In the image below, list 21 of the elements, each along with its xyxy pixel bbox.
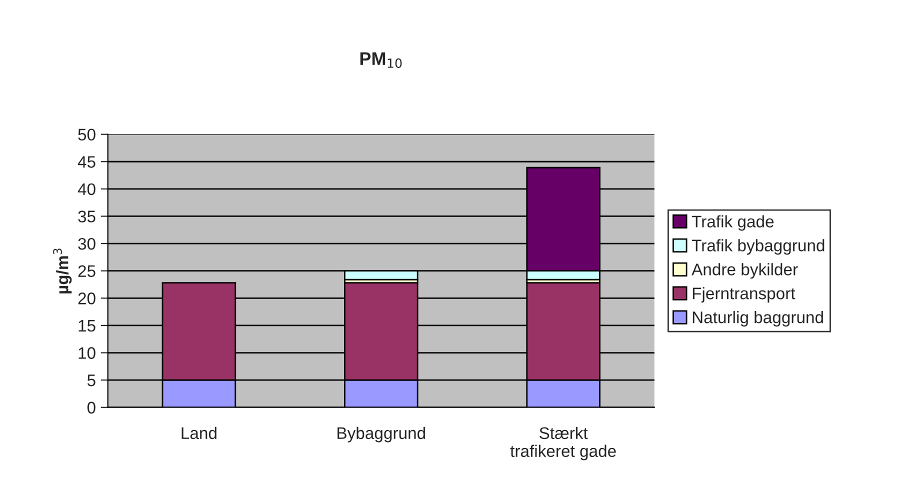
y-tick-label: 15 [78, 320, 96, 332]
chart-title: PM$_{10}$ [360, 52, 402, 68]
y-tick-label: 20 [78, 292, 96, 304]
y-axis-title: µg/m$^{3}$ [53, 248, 72, 294]
y-tick-label: 5 [87, 374, 96, 386]
y-tick-label: 10 [78, 347, 96, 359]
legend-label: Fjerntransport [692, 287, 796, 303]
y-tick-label: 45 [78, 156, 96, 168]
y-tick-label: 50 [78, 128, 96, 141]
y-tick-label: 0 [87, 402, 96, 414]
y-tick-label: 30 [78, 238, 96, 250]
y-tick-label: 40 [78, 183, 96, 196]
y-tick-label: 35 [78, 210, 96, 222]
x-tick-label: Bybaggrund [338, 426, 426, 442]
x-tick-label: Stærkt trafikeret gade [510, 426, 616, 460]
x-tick-label: Land [182, 426, 216, 440]
legend-label: Andre bykilder [692, 263, 798, 279]
y-tick-label: 25 [78, 265, 96, 278]
legend-label: Naturlig baggrund [692, 311, 823, 327]
legend-label: Trafik gade [692, 215, 774, 231]
legend-label: Trafik bybaggrund [692, 239, 824, 255]
